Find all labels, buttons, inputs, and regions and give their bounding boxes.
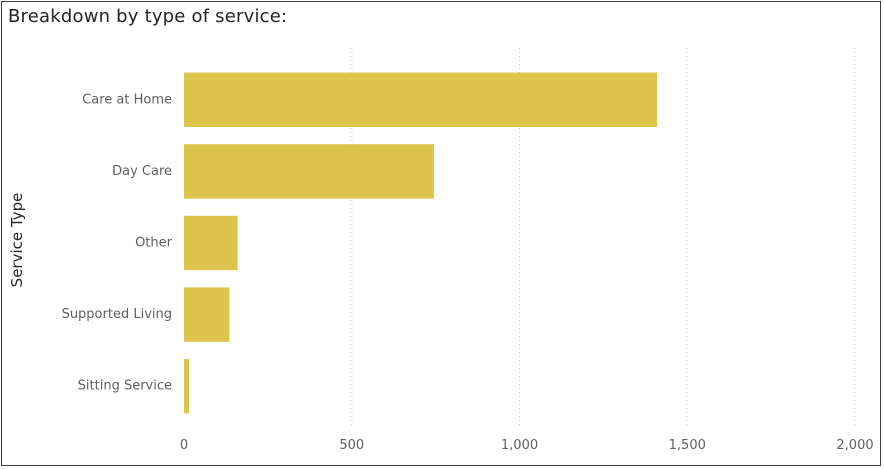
bar[interactable] [184,287,230,342]
x-tick-label: 1,000 [501,438,538,453]
chart-title: Breakdown by type of service: [8,6,288,27]
category-label: Supported Living [62,307,172,322]
x-tick-labels: 0 500 1,000 1,500 2,000 [180,438,874,453]
category-label: Sitting Service [78,379,172,394]
bar[interactable] [184,358,190,414]
gridlines [351,48,856,425]
x-tick-label: 2,000 [836,438,873,453]
x-tick-label: 1,500 [669,438,706,453]
bar[interactable] [184,72,658,128]
category-label: Other [135,236,173,251]
x-tick-label: 0 [180,438,188,453]
bar[interactable] [184,215,238,271]
category-labels: Care at Home Day Care Other Supported Livin… [62,92,173,393]
category-label: Care at Home [82,92,172,107]
x-tick-label: 500 [339,438,364,453]
y-axis-title: Service Type [8,193,26,288]
bars [184,72,658,414]
bar[interactable] [184,144,434,199]
category-label: Day Care [112,164,172,179]
